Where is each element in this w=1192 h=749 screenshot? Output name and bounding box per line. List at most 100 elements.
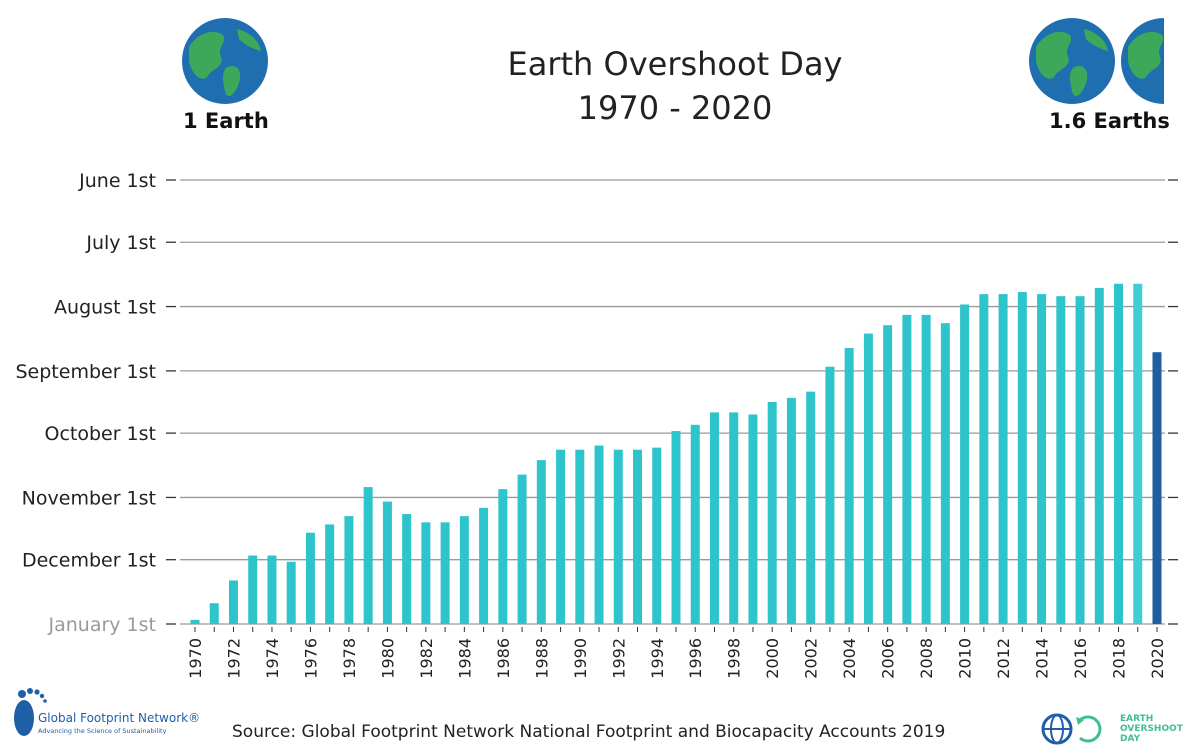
y-tick-label: October 1st <box>44 423 156 445</box>
bar <box>363 487 373 624</box>
one-point-six-earths-label: 1.6 Earths <box>1049 109 1170 133</box>
bar <box>671 431 681 624</box>
x-tick-label: 1990 <box>571 638 590 679</box>
bar <box>325 524 335 624</box>
bar <box>344 516 354 624</box>
bar <box>575 449 585 624</box>
x-tick-label: 1974 <box>263 638 282 679</box>
bar <box>382 501 392 624</box>
x-tick-label: 1998 <box>725 638 744 679</box>
bar <box>248 555 258 624</box>
bar <box>613 449 623 624</box>
bar <box>940 323 950 624</box>
bar <box>844 348 854 624</box>
x-tick-label: 1976 <box>301 638 320 679</box>
x-tick-label: 2000 <box>763 638 782 679</box>
y-tick-label: June 1st <box>78 170 156 192</box>
bar <box>286 561 296 624</box>
bar <box>729 412 739 624</box>
chart-title-line1: Earth Overshoot Day <box>507 45 843 83</box>
one-earth-label: 1 Earth <box>183 109 269 133</box>
bar <box>459 516 469 624</box>
chart-title-line2: 1970 - 2020 <box>577 89 773 127</box>
bar <box>633 449 643 624</box>
bar <box>979 294 989 624</box>
bar <box>767 402 777 624</box>
y-tick-label: August 1st <box>54 297 156 319</box>
bar <box>421 522 431 624</box>
bar <box>479 507 489 624</box>
overshoot-bar-chart: June 1st July 1st August 1st September 1st O… <box>16 170 1178 679</box>
globe-icon <box>182 18 268 104</box>
x-tick-label: 1972 <box>224 638 243 679</box>
bar <box>960 304 970 624</box>
globe-icon <box>1029 18 1115 104</box>
bar <box>690 424 700 624</box>
x-tick-label: 1992 <box>609 638 628 679</box>
earth-overshoot-day-logo-icon <box>1041 713 1102 745</box>
bar <box>1152 352 1162 624</box>
bar <box>1056 296 1066 624</box>
bar <box>228 580 238 624</box>
bar <box>1094 287 1104 624</box>
source-note: Source: Global Footprint Network Nationa… <box>232 722 946 742</box>
bar <box>517 474 527 624</box>
chart-title: Earth Overshoot Day 1970 - 2020 <box>375 42 975 130</box>
x-tick-label: 1988 <box>532 638 551 679</box>
bar <box>921 314 931 624</box>
x-tick-label: 1970 <box>186 638 205 679</box>
bar <box>209 603 219 624</box>
x-tick-label: 2014 <box>1033 638 1052 679</box>
bars <box>190 283 1162 624</box>
gfn-tagline: Advancing the Science of Sustainability <box>38 727 167 735</box>
x-tick-label: 1978 <box>340 638 359 679</box>
x-tick-label: 2002 <box>802 638 821 679</box>
bar <box>652 447 662 624</box>
y-axis: June 1st July 1st August 1st September 1st O… <box>16 170 1178 636</box>
bar <box>440 522 450 624</box>
bar <box>594 445 604 624</box>
x-tick-label: 1980 <box>378 638 397 679</box>
bar <box>190 619 200 624</box>
footprint-logo-icon <box>14 688 47 736</box>
bar <box>902 314 912 624</box>
bar <box>806 391 816 624</box>
bar <box>1114 283 1124 624</box>
bar <box>748 414 758 624</box>
bar <box>1133 283 1143 624</box>
eod-logo-text: EARTH OVERSHOOT DAY <box>1120 714 1183 744</box>
bar <box>1075 296 1085 624</box>
x-tick-label: 2018 <box>1110 638 1129 679</box>
bar <box>498 489 508 624</box>
x-tick-label: 2010 <box>956 638 975 679</box>
gfn-name: Global Footprint Network® <box>38 711 201 725</box>
y-tick-label: December 1st <box>22 550 156 572</box>
y-tick-label: September 1st <box>16 361 157 383</box>
bar <box>883 325 893 624</box>
bar <box>709 412 719 624</box>
bar <box>267 555 277 624</box>
bar <box>556 449 566 624</box>
x-tick-label: 2012 <box>994 638 1013 679</box>
x-tick-label: 1986 <box>494 638 513 679</box>
x-tick-label: 2008 <box>917 638 936 679</box>
x-tick-label: 2016 <box>1071 638 1090 679</box>
bar <box>1017 292 1027 624</box>
y-tick-label: July 1st <box>85 232 156 254</box>
bar <box>1037 294 1047 624</box>
bar <box>825 366 835 624</box>
y-tick-label: January 1st <box>47 614 156 636</box>
bar <box>786 397 796 624</box>
x-tick-label: 2020 <box>1148 638 1167 679</box>
bar <box>305 532 315 624</box>
y-tick-label: November 1st <box>22 487 156 509</box>
bar <box>998 294 1008 624</box>
x-tick-label: 2004 <box>840 638 859 679</box>
x-tick-label: 1982 <box>417 638 436 679</box>
bar <box>536 460 546 624</box>
bar <box>863 333 873 624</box>
bar <box>402 514 412 624</box>
x-tick-label: 2006 <box>879 638 898 679</box>
x-tick-label: 1994 <box>648 638 667 679</box>
x-axis: 1970 1972 1974 1976 1978 1980 1982 1984 1986 1988… <box>186 627 1167 679</box>
